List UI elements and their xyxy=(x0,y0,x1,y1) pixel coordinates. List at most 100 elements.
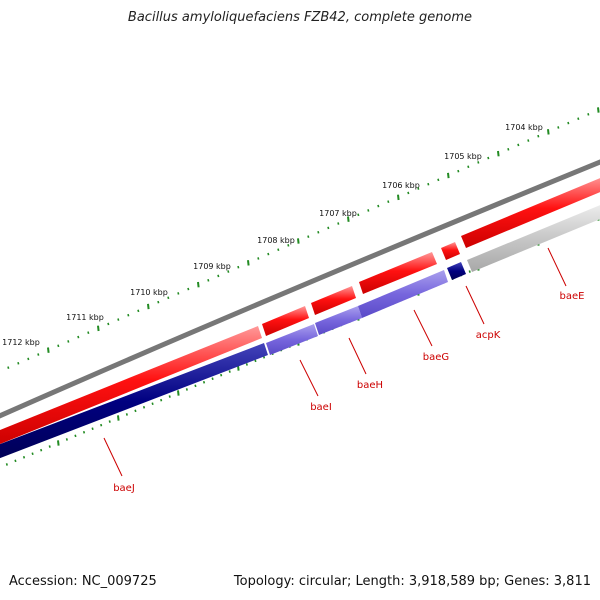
scale-tick xyxy=(185,388,188,391)
scale-tick xyxy=(14,459,17,463)
accession-label: Accession: NC_009725 xyxy=(9,574,157,589)
scale-label: 1709 kbp xyxy=(193,262,231,271)
scale-tick xyxy=(197,281,200,288)
gene-arrow-baeJ xyxy=(0,343,268,459)
genome-title: Bacillus amyloliquefaciens FZB42, comple… xyxy=(127,10,473,25)
scale-tick xyxy=(237,265,240,269)
scale-tick xyxy=(74,434,77,438)
scale-tick xyxy=(40,448,43,452)
scale-tick xyxy=(267,252,270,256)
scale-tick xyxy=(557,126,560,129)
gene-label-leader xyxy=(465,285,485,325)
gene-label-acpK: acpK xyxy=(476,330,501,341)
gene-label-baeG: baeG xyxy=(423,352,449,363)
scale-tick xyxy=(487,156,490,160)
scale-tick xyxy=(177,292,180,295)
scale-tick xyxy=(387,200,390,204)
scale-tick xyxy=(7,366,10,369)
scale-tick xyxy=(257,257,260,260)
gene-labels: baeE acpK baeG baeH baeI baeJ xyxy=(103,247,585,494)
scale-tick xyxy=(37,353,40,356)
scale-tick xyxy=(187,287,190,291)
scale-tick xyxy=(211,377,214,381)
scale-tick xyxy=(337,222,340,225)
scale-tick xyxy=(168,395,171,398)
scale-tick xyxy=(31,452,34,456)
scale-tick xyxy=(137,309,140,313)
scale-tick xyxy=(117,415,120,421)
scale-tick xyxy=(497,150,500,157)
scale-tick xyxy=(5,463,8,466)
scale-tick xyxy=(468,270,471,273)
scale-tick xyxy=(160,398,163,402)
scale-tick xyxy=(22,455,26,459)
scale-tick xyxy=(177,390,180,396)
scale-tick xyxy=(77,335,80,339)
scale-tick xyxy=(67,340,70,343)
gene-arrow-baeI xyxy=(266,324,318,355)
forward-cds-segment xyxy=(359,252,437,294)
scale-tick xyxy=(147,303,150,310)
scale-tick xyxy=(127,313,130,317)
gene-label-baeJ: baeJ xyxy=(113,483,135,494)
scale-label: 1708 kbp xyxy=(257,236,295,245)
scale-tick xyxy=(417,187,420,190)
scale-tick xyxy=(142,405,146,409)
scale-tick xyxy=(227,270,230,273)
scale-tick xyxy=(27,357,30,361)
scale-label: 1704 kbp xyxy=(505,123,543,132)
scale-tick xyxy=(477,161,480,164)
scale-tick xyxy=(134,409,137,413)
scale-tick xyxy=(577,117,580,121)
scale-tick xyxy=(97,325,100,332)
scale-tick xyxy=(117,318,120,321)
gene-label-leader xyxy=(348,337,367,375)
scale-label: 1707 kbp xyxy=(319,209,357,218)
gene-label-leader xyxy=(547,247,567,287)
scale-tick xyxy=(220,373,223,377)
forward-strand-track xyxy=(0,178,600,444)
scale-tick xyxy=(151,402,154,406)
scale-label: 1706 kbp xyxy=(382,181,420,190)
scale-tick xyxy=(517,143,520,147)
scale-tick xyxy=(597,107,600,113)
scale-tick xyxy=(287,244,290,247)
scale-tick xyxy=(357,213,360,217)
gene-arrow-baeG xyxy=(358,270,448,318)
scale-tick xyxy=(57,344,60,348)
forward-cds-segment xyxy=(461,178,600,248)
scale-tick xyxy=(87,331,90,335)
forward-cds-segment xyxy=(311,286,356,315)
genome-backbone xyxy=(0,159,600,419)
scale-tick xyxy=(467,165,470,169)
scale-tick xyxy=(167,296,170,300)
scale-tick xyxy=(247,260,250,266)
scale-tick xyxy=(107,322,110,326)
scale-tick xyxy=(125,413,128,416)
scale-tick xyxy=(407,191,410,195)
reverse-strand-track xyxy=(0,205,600,459)
scale-tick xyxy=(202,380,206,384)
scale-tick xyxy=(327,226,330,230)
scale-tick xyxy=(307,235,310,238)
forward-cds-segment xyxy=(441,242,460,260)
scale-tick xyxy=(507,147,510,151)
scale-tick xyxy=(437,178,440,182)
scale-tick xyxy=(217,274,220,278)
scale-tick xyxy=(527,139,530,142)
scale-tick xyxy=(457,169,460,173)
scale-tick xyxy=(17,361,20,365)
scale-tick xyxy=(567,121,570,125)
gene-arrow-acpK xyxy=(447,262,466,280)
scale-tick xyxy=(65,438,68,441)
scale-label: 1711 kbp xyxy=(66,313,104,322)
scale-tick xyxy=(207,278,210,282)
gene-label-baeI: baeI xyxy=(310,402,332,413)
gene-label-baeE: baeE xyxy=(560,291,585,302)
genome-summary-label: Topology: circular; Length: 3,918,589 bp… xyxy=(233,574,591,589)
scale-tick xyxy=(427,182,430,186)
scale-tick xyxy=(228,370,231,373)
scale-tick xyxy=(377,204,380,208)
scale-label: 1710 kbp xyxy=(130,288,168,297)
